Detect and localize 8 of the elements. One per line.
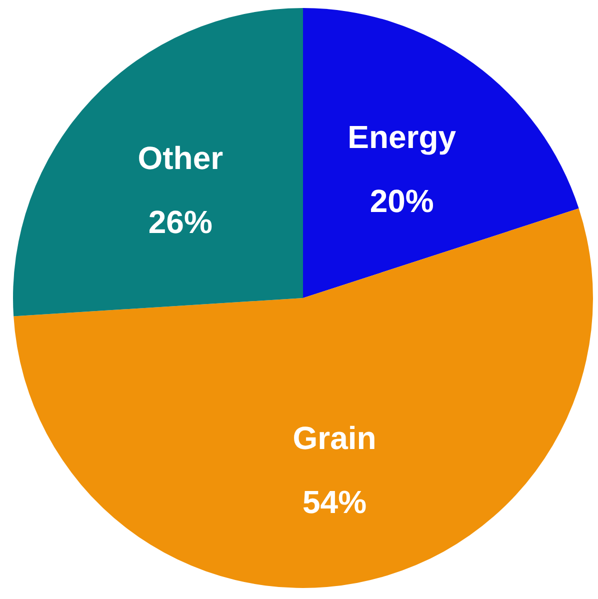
slice-label: Energy (348, 118, 456, 155)
slice-label: Grain (292, 420, 376, 456)
pie-slice (14, 8, 303, 316)
pie-slice (303, 8, 579, 298)
slice-label: Other (138, 140, 224, 176)
data-label: 26% (148, 204, 212, 240)
data-label: 20% (370, 182, 434, 219)
data-label: 54% (302, 484, 367, 520)
